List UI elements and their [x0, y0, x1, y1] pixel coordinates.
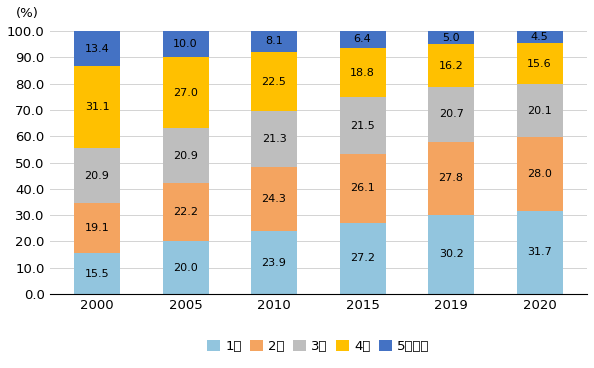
Bar [163, 57, 208, 128]
Bar [74, 253, 120, 294]
Bar [251, 231, 297, 294]
Text: 13.4: 13.4 [84, 44, 109, 54]
Text: 5.0: 5.0 [443, 33, 460, 43]
Bar [340, 97, 386, 154]
Bar [340, 48, 386, 97]
Text: 26.1: 26.1 [350, 183, 375, 193]
Text: 10.0: 10.0 [173, 39, 198, 49]
Text: 20.9: 20.9 [84, 170, 109, 181]
Text: (%): (%) [15, 7, 39, 20]
Bar [163, 31, 208, 57]
Text: 27.8: 27.8 [438, 173, 463, 183]
Text: 22.5: 22.5 [261, 77, 286, 87]
Text: 24.3: 24.3 [261, 194, 286, 204]
Bar [340, 31, 386, 48]
Text: 23.9: 23.9 [261, 258, 286, 268]
Bar [74, 66, 120, 148]
Text: 15.6: 15.6 [527, 59, 552, 69]
Bar [163, 241, 208, 294]
Bar [251, 31, 297, 52]
Bar [340, 223, 386, 294]
Bar [251, 52, 297, 111]
Text: 30.2: 30.2 [439, 250, 463, 259]
Bar [251, 111, 297, 167]
Text: 28.0: 28.0 [527, 169, 552, 179]
Bar [517, 210, 563, 294]
Text: 22.2: 22.2 [173, 207, 198, 217]
Text: 4.5: 4.5 [530, 32, 548, 42]
Text: 16.2: 16.2 [439, 61, 463, 71]
Text: 21.3: 21.3 [262, 134, 286, 144]
Text: 20.1: 20.1 [527, 106, 552, 116]
Bar [251, 167, 297, 231]
Text: 27.0: 27.0 [173, 88, 198, 98]
Bar [74, 31, 120, 66]
Bar [428, 142, 474, 215]
Bar [428, 87, 474, 142]
Legend: 1人, 2人, 3人, 4人, 5人以上: 1人, 2人, 3人, 4人, 5人以上 [202, 335, 435, 358]
Text: 8.1: 8.1 [265, 36, 283, 46]
Text: 20.9: 20.9 [173, 151, 198, 160]
Text: 15.5: 15.5 [85, 269, 109, 279]
Bar [517, 137, 563, 210]
Text: 31.7: 31.7 [527, 247, 552, 257]
Bar [517, 31, 563, 43]
Bar [163, 183, 208, 241]
Bar [428, 215, 474, 294]
Bar [163, 128, 208, 183]
Text: 18.8: 18.8 [350, 68, 375, 78]
Bar [74, 203, 120, 253]
Text: 19.1: 19.1 [84, 223, 109, 233]
Bar [74, 148, 120, 203]
Bar [428, 45, 474, 87]
Text: 31.1: 31.1 [85, 102, 109, 112]
Text: 20.7: 20.7 [438, 109, 463, 119]
Bar [428, 31, 474, 45]
Bar [517, 84, 563, 137]
Text: 6.4: 6.4 [353, 35, 371, 45]
Text: 21.5: 21.5 [350, 121, 375, 131]
Bar [340, 154, 386, 223]
Text: 20.0: 20.0 [173, 263, 198, 273]
Text: 27.2: 27.2 [350, 253, 375, 263]
Bar [517, 43, 563, 84]
